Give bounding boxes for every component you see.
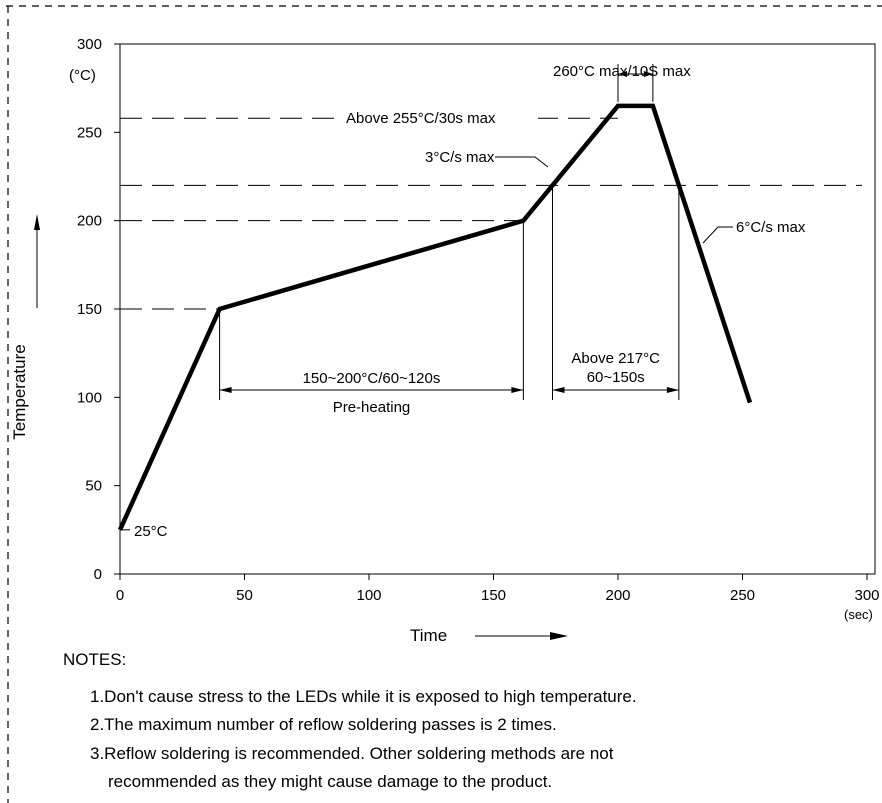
preheat-label: Pre-heating [333, 399, 411, 416]
arrowhead-icon [643, 71, 653, 77]
above-255-label: Above 255°C/30s max [346, 110, 496, 127]
x-tick-label: 100 [356, 587, 381, 604]
peak-label: 260°C max/10S max [553, 63, 691, 80]
note-item: 2.The maximum number of reflow soldering… [90, 715, 557, 734]
label-backing [338, 107, 538, 128]
notes-heading: NOTES: [63, 650, 127, 669]
x-axis-arrow-icon [550, 632, 568, 640]
note-item: recommended as they might cause damage t… [108, 772, 553, 791]
y-axis-title: Temperature [10, 344, 29, 439]
x-tick-label: 0 [116, 587, 124, 604]
arrowhead-icon [552, 387, 565, 393]
ramp-up-leader [495, 156, 549, 168]
x-axis-title: Time [410, 626, 447, 645]
arrowhead-icon [511, 387, 524, 393]
y-tick-label: 150 [77, 301, 102, 318]
reference-lines [120, 117, 862, 310]
temperature-profile-line [117, 103, 753, 531]
arrowhead-icon [666, 387, 679, 393]
note-item: 3.Reflow soldering is recommended. Other… [90, 744, 614, 763]
axis-ticks: 0 50 100 150 200 250 300 0 50 100 150 200 250 300 [77, 36, 880, 604]
ramp-down-label: 6°C/s max [736, 219, 806, 236]
x-tick-label: 150 [481, 587, 506, 604]
x-tick-label: 300 [854, 587, 879, 604]
ramp-down-leader [702, 226, 733, 244]
preheat-range-label: 150~200°C/60~120s [303, 370, 441, 387]
above217-label-line2: 60~150s [587, 369, 645, 386]
x-tick-label: 50 [236, 587, 253, 604]
y-axis-arrow-icon [34, 214, 40, 230]
y-tick-label: 100 [77, 389, 102, 406]
y-tick-label: 300 [77, 36, 102, 53]
annotations: Above 255°C/30s max 25°C 260°C max/10S max… [120, 63, 806, 540]
y-tick-label: 50 [85, 478, 102, 495]
x-unit-label: (sec) [844, 607, 873, 622]
y-unit-label: (°C) [69, 67, 96, 84]
ramp-up-label: 3°C/s max [425, 149, 495, 166]
x-tick-label: 250 [730, 587, 755, 604]
arrowhead-icon [219, 387, 232, 393]
y-tick-label: 200 [77, 213, 102, 230]
arrowhead-icon [618, 71, 627, 77]
start-temp-label: 25°C [134, 523, 168, 540]
note-item: 1.Don't cause stress to the LEDs while i… [90, 687, 637, 706]
x-tick-label: 200 [605, 587, 630, 604]
above217-label-line1: Above 217°C [571, 350, 660, 367]
y-tick-label: 0 [94, 566, 102, 583]
y-tick-label: 250 [77, 124, 102, 141]
